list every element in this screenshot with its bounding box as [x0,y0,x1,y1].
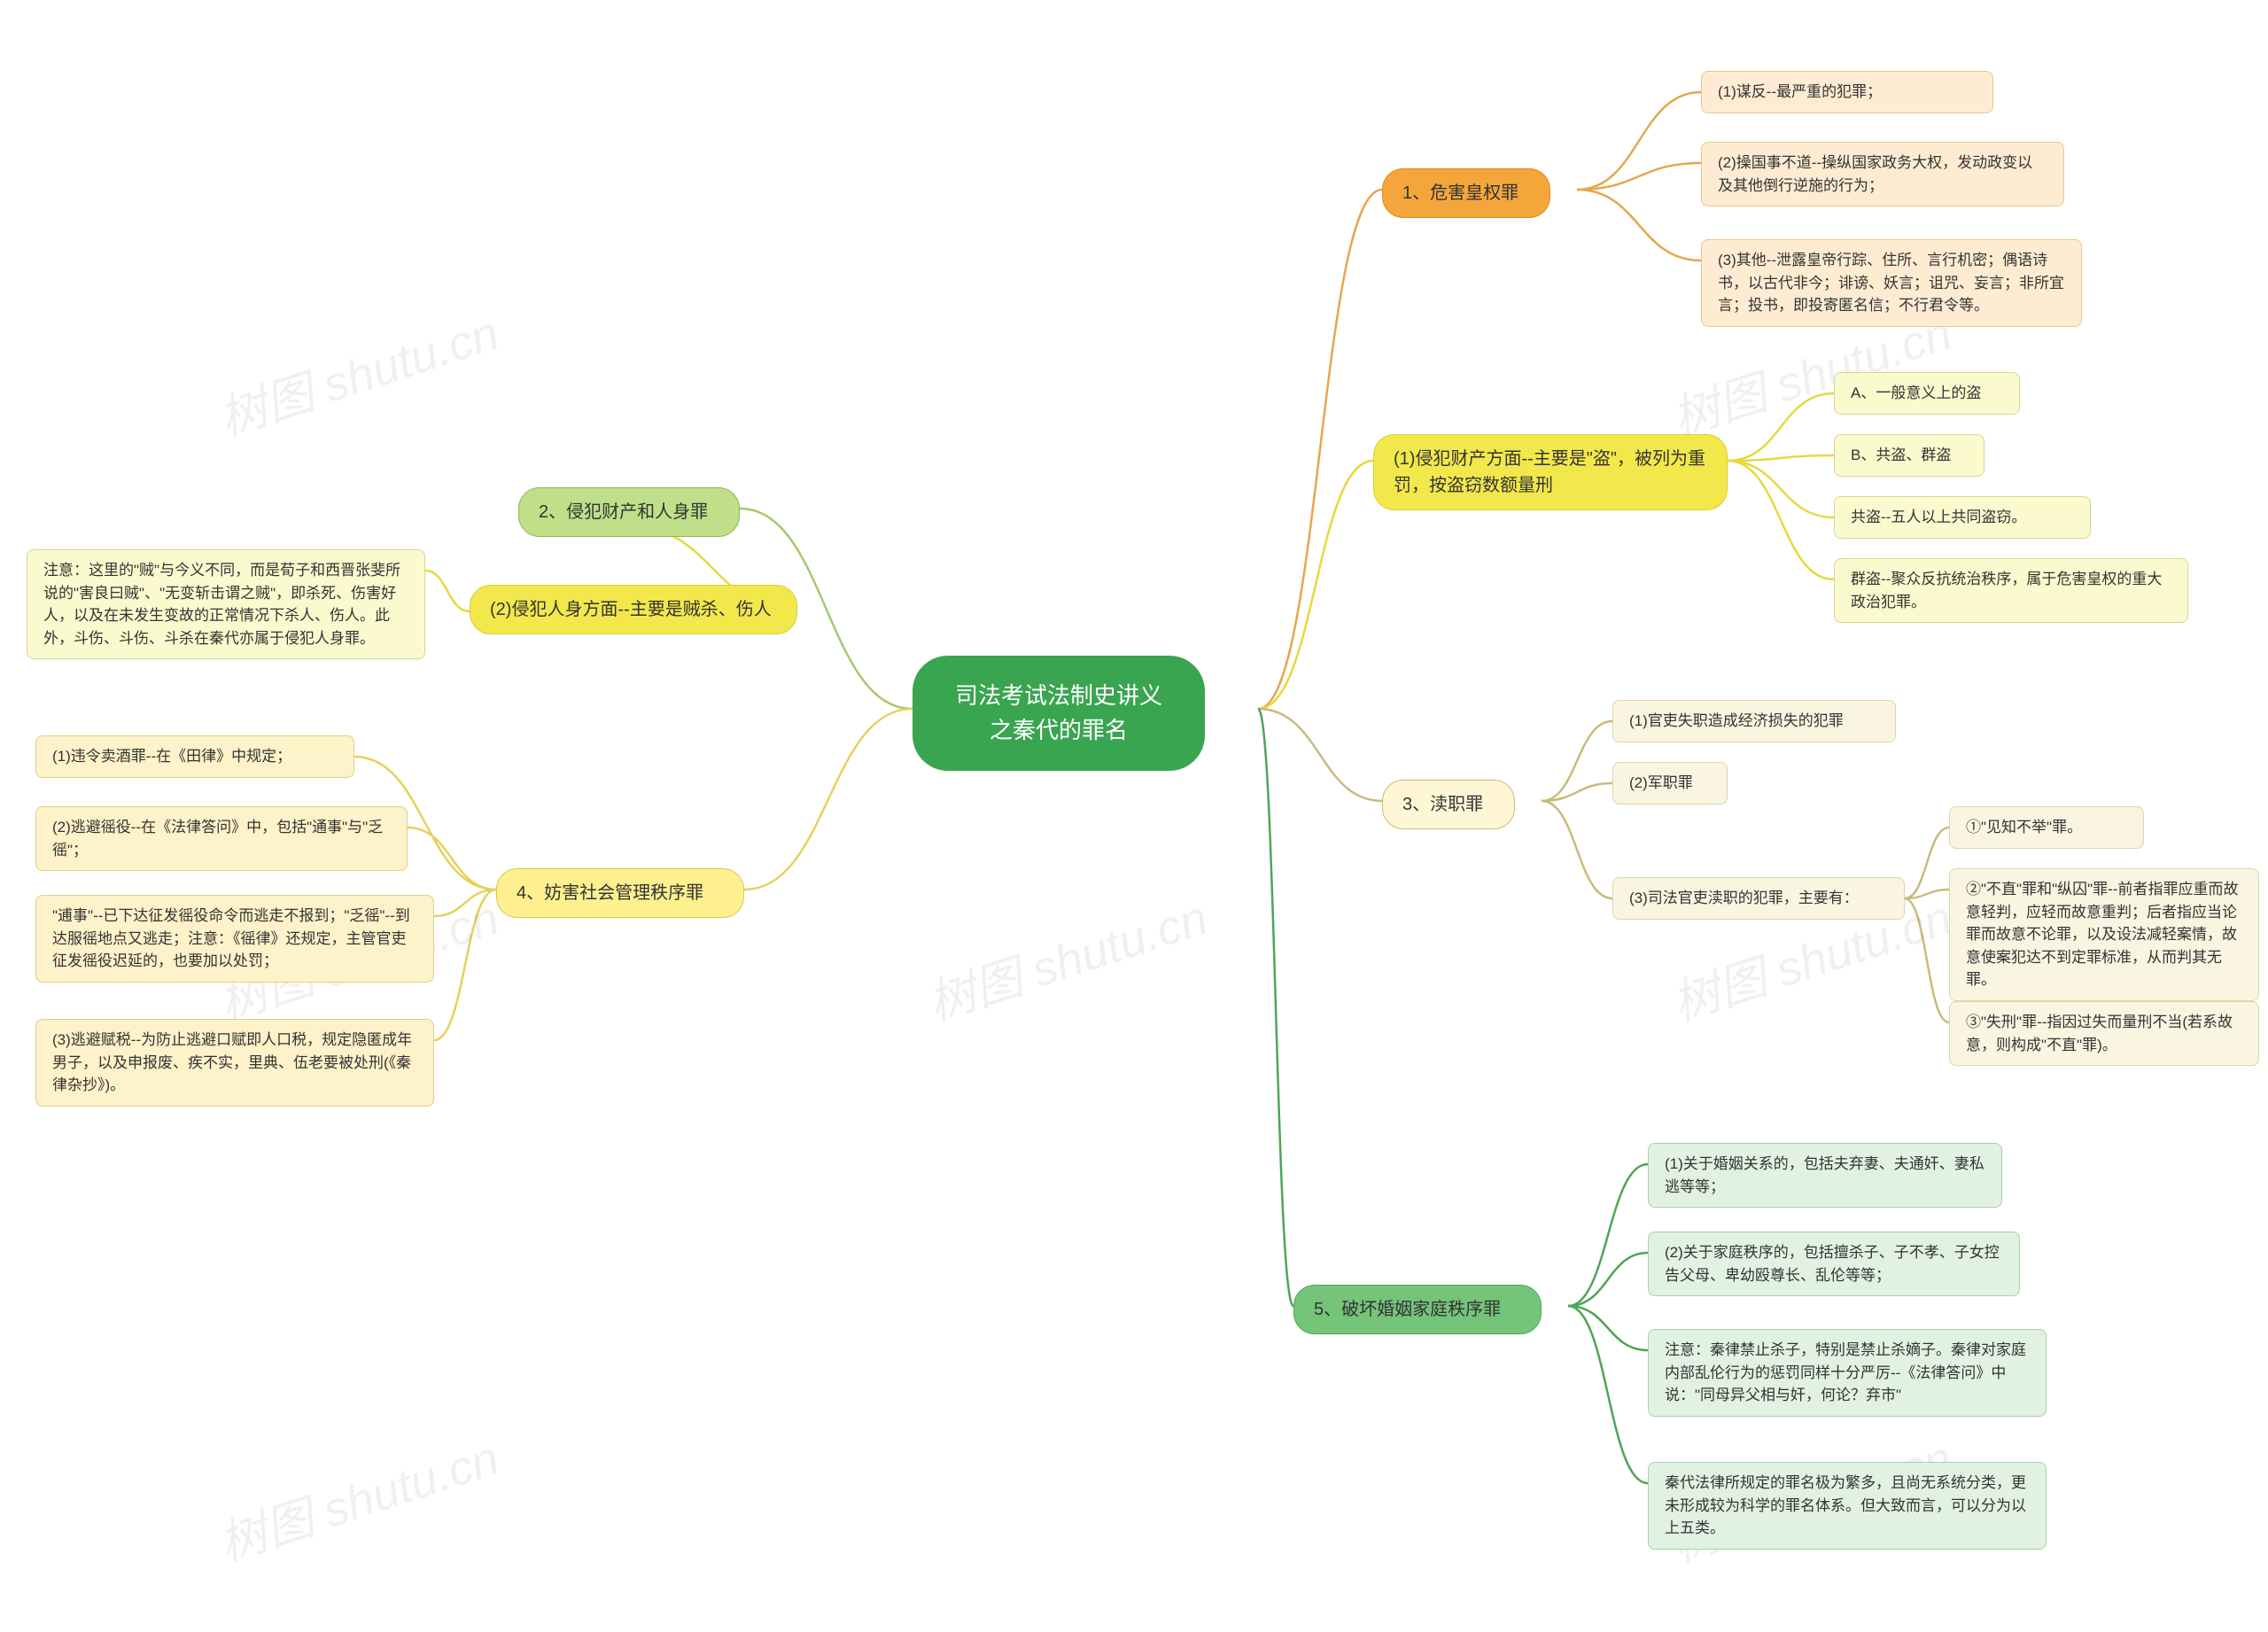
node-label: (3)其他--泄露皇帝行踪、住所、言行机密；偶语诗书，以古代非今；诽谤、妖言；诅… [1718,252,2064,314]
leaf-node[interactable]: 注意：这里的"贼"与今义不同，而是荀子和西晋张斐所说的"害良曰贼"、"无变斩击谓… [27,549,425,659]
node-label: B、共盗、群盗 [1851,447,1951,463]
node-label: (3)逃避赋税--为防止逃避口赋即人口税，规定隐匿成年男子，以及申报废、疾不实，… [52,1031,412,1093]
leaf-node[interactable]: (1)违令卖酒罪--在《田律》中规定； [35,735,354,778]
node-label: (1)谋反--最严重的犯罪； [1718,83,1882,100]
leaf-node[interactable]: ②"不直"罪和"纵囚"罪--前者指罪应重而故意轻判，应轻而故意重判；后者指应当论… [1949,868,2259,1001]
node-label: 群盗--聚众反抗统治秩序，属于危害皇权的重大政治犯罪。 [1851,571,2162,610]
leaf-node[interactable]: (1)官吏失职造成经济损失的犯罪 [1612,700,1896,742]
leaf-node[interactable]: 共盗--五人以上共同盗窃。 [1834,496,2091,539]
leaf-node[interactable]: B、共盗、群盗 [1834,434,1984,477]
leaf-node[interactable]: (2)逃避徭役--在《法律答问》中，包括"通事"与"乏徭"； [35,806,408,871]
node-label: 3、渎职罪 [1402,795,1483,814]
node-label: A、一般意义上的盗 [1851,385,1981,401]
node-label: (1)侵犯财产方面--主要是"盗"，被列为重罚，按盗窃数额量刑 [1394,449,1705,495]
node-label: 5、破坏婚姻家庭秩序罪 [1314,1300,1501,1319]
branch-node[interactable]: 5、破坏婚姻家庭秩序罪 [1293,1285,1542,1334]
node-label: (2)军职罪 [1629,774,1693,791]
branch-node[interactable]: (2)侵犯人身方面--主要是贼杀、伤人 [470,585,797,634]
node-label: (3)司法官吏渎职的犯罪，主要有： [1629,890,1859,906]
node-label: 共盗--五人以上共同盗窃。 [1851,509,2026,525]
branch-node[interactable]: 3、渎职罪 [1382,780,1515,829]
leaf-node[interactable]: (3)司法官吏渎职的犯罪，主要有： [1612,877,1905,920]
center-node[interactable]: 司法考试法制史讲义之秦代的罪名 [913,656,1205,771]
leaf-node[interactable]: "逋事"--已下达征发徭役命令而逃走不报到；"乏徭"--到达服徭地点又逃走；注意… [35,895,434,983]
node-label: ②"不直"罪和"纵囚"罪--前者指罪应重而故意轻判，应轻而故意重判；后者指应当论… [1966,881,2238,988]
branch-node[interactable]: 2、侵犯财产和人身罪 [518,487,740,537]
watermark: 树图 shutu.cn [209,293,507,449]
leaf-node[interactable]: 群盗--聚众反抗统治秩序，属于危害皇权的重大政治犯罪。 [1834,558,2188,623]
leaf-node[interactable]: (2)军职罪 [1612,762,1728,804]
node-label: ①"见知不举"罪。 [1966,819,2082,835]
node-label: 1、危害皇权罪 [1402,183,1518,203]
node-label: (1)违令卖酒罪--在《田律》中规定； [52,748,291,765]
leaf-node[interactable]: A、一般意义上的盗 [1834,372,2020,415]
leaf-node[interactable]: 秦代法律所规定的罪名极为繁多，且尚无系统分类，更未形成较为科学的罪名体系。但大致… [1648,1462,2047,1550]
branch-node[interactable]: 1、危害皇权罪 [1382,168,1550,218]
leaf-node[interactable]: 注意：秦律禁止杀子，特别是禁止杀嫡子。秦律对家庭内部乱伦行为的惩罚同样十分严厉-… [1648,1329,2047,1417]
node-label: 注意：秦律禁止杀子，特别是禁止杀嫡子。秦律对家庭内部乱伦行为的惩罚同样十分严厉-… [1665,1341,2026,1403]
leaf-node[interactable]: ①"见知不举"罪。 [1949,806,2144,849]
leaf-node[interactable]: ③"失刑"罪--指因过失而量刑不当(若系故意，则构成"不直"罪)。 [1949,1001,2259,1066]
leaf-node[interactable]: (1)谋反--最严重的犯罪； [1701,71,1993,113]
node-label: (2)逃避徭役--在《法律答问》中，包括"通事"与"乏徭"； [52,819,383,859]
node-label: 注意：这里的"贼"与今义不同，而是荀子和西晋张斐所说的"害良曰贼"、"无变斩击谓… [43,562,400,647]
leaf-node[interactable]: (3)其他--泄露皇帝行踪、住所、言行机密；偶语诗书，以古代非今；诽谤、妖言；诅… [1701,239,2082,327]
watermark: 树图 shutu.cn [209,1418,507,1574]
branch-node[interactable]: 4、妨害社会管理秩序罪 [496,868,744,918]
branch-node[interactable]: (1)侵犯财产方面--主要是"盗"，被列为重罚，按盗窃数额量刑 [1373,434,1728,510]
center-text: 司法考试法制史讲义之秦代的罪名 [955,682,1162,743]
node-label: (1)关于婚姻关系的，包括夫弃妻、夫通奸、妻私逃等等； [1665,1155,1984,1195]
node-label: 2、侵犯财产和人身罪 [539,502,708,522]
node-label: ③"失刑"罪--指因过失而量刑不当(若系故意，则构成"不直"罪)。 [1966,1014,2233,1053]
watermark: 树图 shutu.cn [918,878,1216,1034]
node-label: (2)操国事不道--操纵国家政务大权，发动政变以及其他倒行逆施的行为； [1718,154,2032,194]
leaf-node[interactable]: (1)关于婚姻关系的，包括夫弃妻、夫通奸、妻私逃等等； [1648,1143,2002,1208]
leaf-node[interactable]: (2)操国事不道--操纵国家政务大权，发动政变以及其他倒行逆施的行为； [1701,142,2064,206]
node-label: (2)关于家庭秩序的，包括擅杀子、子不孝、子女控告父母、卑幼殴尊长、乱伦等等； [1665,1244,2000,1284]
leaf-node[interactable]: (2)关于家庭秩序的，包括擅杀子、子不孝、子女控告父母、卑幼殴尊长、乱伦等等； [1648,1232,2020,1296]
leaf-node[interactable]: (3)逃避赋税--为防止逃避口赋即人口税，规定隐匿成年男子，以及申报废、疾不实，… [35,1019,434,1107]
node-label: 秦代法律所规定的罪名极为繁多，且尚无系统分类，更未形成较为科学的罪名体系。但大致… [1665,1474,2026,1536]
node-label: (1)官吏失职造成经济损失的犯罪 [1629,712,1844,729]
node-label: 4、妨害社会管理秩序罪 [517,883,703,903]
node-label: (2)侵犯人身方面--主要是贼杀、伤人 [490,600,772,619]
mindmap-canvas: 树图 shutu.cn树图 shutu.cn树图 shutu.cn树图 shut… [0,0,2268,1632]
node-label: "逋事"--已下达征发徭役命令而逃走不报到；"乏徭"--到达服徭地点又逃走；注意… [52,907,410,969]
